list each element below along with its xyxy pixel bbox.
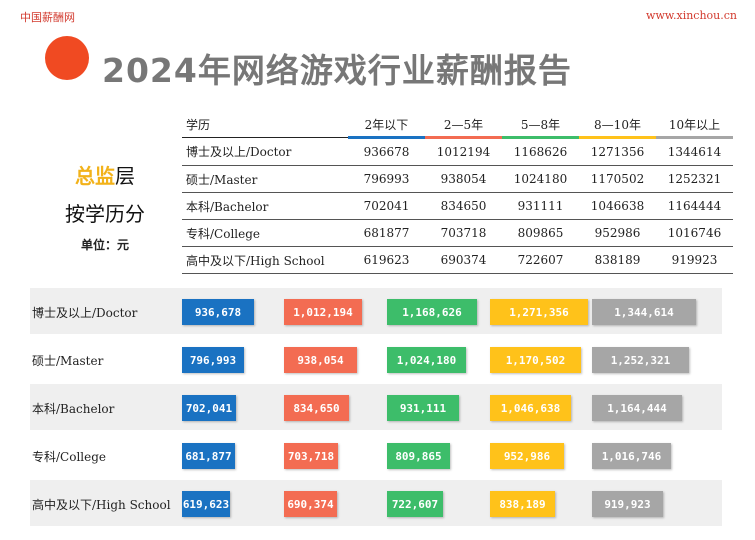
level-rest: 层 bbox=[115, 164, 135, 188]
level-highlight: 总监 bbox=[75, 164, 115, 188]
table-cell-value: 919923 bbox=[656, 246, 733, 274]
bar-value: 1,012,194 bbox=[284, 299, 362, 325]
table-row: 硕士/Master 796993 938054 1024180 1170502 12523… bbox=[182, 165, 733, 193]
table-header-row: 学历 2年以下 2—5年 5—8年 8—10年 10年以上 bbox=[182, 112, 733, 139]
header-category: 8—10年 bbox=[579, 112, 656, 139]
bar-value: 919,923 bbox=[592, 491, 663, 517]
brand-url-right: www.xinchou.cn bbox=[646, 9, 737, 22]
bar-row-label: 专科/College bbox=[32, 450, 107, 464]
table-cell-value: 619623 bbox=[348, 246, 425, 274]
bar-value: 1,168,626 bbox=[387, 299, 477, 325]
bar-row: 本科/Bachelor 702,041 834,650 931,111 1,046,63… bbox=[30, 384, 722, 430]
table-cell-value: 1170502 bbox=[579, 165, 656, 193]
table-cell-value: 838189 bbox=[579, 246, 656, 274]
table-cell-education: 高中及以下/High School bbox=[182, 246, 348, 274]
bar-value: 703,718 bbox=[284, 443, 338, 469]
bar-value: 936,678 bbox=[182, 299, 254, 325]
table-cell-value: 834650 bbox=[425, 192, 502, 220]
bar-row: 高中及以下/High School 619,623 690,374 722,607 83… bbox=[30, 480, 722, 526]
table-cell-value: 931111 bbox=[502, 192, 579, 220]
table-cell-value: 1024180 bbox=[502, 165, 579, 193]
table-row: 专科/College 681877 703718 809865 952986 101674… bbox=[182, 219, 733, 247]
bar-value: 834,650 bbox=[284, 395, 349, 421]
bar-value: 952,986 bbox=[490, 443, 564, 469]
table-cell-value: 809865 bbox=[502, 219, 579, 247]
table-cell-value: 681877 bbox=[348, 219, 425, 247]
table-cell-value: 1271356 bbox=[579, 137, 656, 166]
level-heading: 总监层 bbox=[40, 160, 170, 189]
header-category: 5—8年 bbox=[502, 112, 579, 139]
table-cell-value: 1168626 bbox=[502, 137, 579, 166]
table-cell-value: 938054 bbox=[425, 165, 502, 193]
page-title: 2024年网络游戏行业薪酬报告 bbox=[102, 51, 572, 90]
bar-value: 1,170,502 bbox=[490, 347, 581, 373]
table-cell-value: 936678 bbox=[348, 137, 425, 166]
bar-row: 硕士/Master 796,993 938,054 1,024,180 1,170,50… bbox=[30, 336, 722, 382]
bar-value: 690,374 bbox=[284, 491, 337, 517]
table-cell-value: 1164444 bbox=[656, 192, 733, 220]
bar-value: 1,344,614 bbox=[592, 299, 696, 325]
unit-label: 单位：元 bbox=[80, 238, 129, 252]
bar-value: 1,024,180 bbox=[387, 347, 466, 373]
bar-value: 1,046,638 bbox=[490, 395, 571, 421]
table-cell-education: 硕士/Master bbox=[182, 165, 348, 193]
title-dot-icon bbox=[45, 36, 89, 80]
table-row: 本科/Bachelor 702041 834650 931111 1046638 1164… bbox=[182, 192, 733, 220]
breakdown-subtitle: 按学历分 bbox=[65, 202, 145, 226]
table-cell-value: 1012194 bbox=[425, 137, 502, 166]
bar-value: 619,623 bbox=[182, 491, 230, 517]
bar-value: 931,111 bbox=[387, 395, 459, 421]
table-row: 博士及以上/Doctor 936678 1012194 1168626 1271356 1… bbox=[182, 137, 733, 166]
table-cell-value: 722607 bbox=[502, 246, 579, 274]
bar-row-label: 高中及以下/High School bbox=[32, 498, 171, 512]
brand-name-left: 中国薪酬网 bbox=[20, 11, 75, 24]
bar-value: 681,877 bbox=[182, 443, 235, 469]
bar-row-label: 本科/Bachelor bbox=[32, 402, 115, 416]
bar-value: 1,164,444 bbox=[592, 395, 682, 421]
bar-value: 796,993 bbox=[182, 347, 244, 373]
salary-table: 学历 2年以下 2—5年 5—8年 8—10年 10年以上 博士及以上/Doctor 93… bbox=[182, 112, 733, 274]
table-row: 高中及以下/High School 619623 690374 722607 83818… bbox=[182, 246, 733, 274]
bar-value: 938,054 bbox=[284, 347, 357, 373]
table-cell-education: 博士及以上/Doctor bbox=[182, 137, 348, 166]
table-cell-value: 952986 bbox=[579, 219, 656, 247]
bar-row: 博士及以上/Doctor 936,678 1,012,194 1,168,626 1,2… bbox=[30, 288, 722, 334]
header-category: 2年以下 bbox=[348, 112, 425, 139]
bar-row: 专科/College 681,877 703,718 809,865 952,986 1,… bbox=[30, 432, 722, 478]
table-cell-education: 本科/Bachelor bbox=[182, 192, 348, 220]
table-cell-value: 703718 bbox=[425, 219, 502, 247]
bar-row-label: 博士及以上/Doctor bbox=[32, 306, 138, 320]
bar-value: 1,271,356 bbox=[490, 299, 588, 325]
table-cell-value: 1344614 bbox=[656, 137, 733, 166]
bar-value: 1,016,746 bbox=[592, 443, 671, 469]
table-cell-education: 专科/College bbox=[182, 219, 348, 247]
bar-value: 702,041 bbox=[182, 395, 236, 421]
bar-value: 838,189 bbox=[490, 491, 555, 517]
table-cell-value: 690374 bbox=[425, 246, 502, 274]
table-cell-value: 1016746 bbox=[656, 219, 733, 247]
table-cell-value: 1252321 bbox=[656, 165, 733, 193]
table-cell-value: 1046638 bbox=[579, 192, 656, 220]
table-cell-value: 702041 bbox=[348, 192, 425, 220]
bar-row-label: 硕士/Master bbox=[32, 354, 104, 368]
table-cell-value: 796993 bbox=[348, 165, 425, 193]
bar-value: 809,865 bbox=[387, 443, 450, 469]
header-category: 10年以上 bbox=[656, 112, 733, 139]
header-category: 2—5年 bbox=[425, 112, 502, 139]
header-education: 学历 bbox=[182, 112, 348, 138]
bar-value: 1,252,321 bbox=[592, 347, 689, 373]
bar-value: 722,607 bbox=[387, 491, 443, 517]
